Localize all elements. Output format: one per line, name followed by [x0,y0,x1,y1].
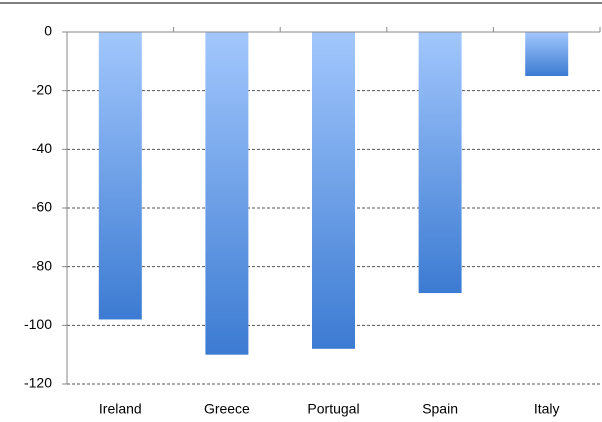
y-tick-label: -80 [32,257,52,273]
y-tick-label: -100 [24,316,52,332]
bar [525,32,569,76]
bar [418,32,462,294]
x-tick-label: Portugal [307,401,359,417]
x-tick-label: Ireland [99,401,142,417]
y-tick-label: -20 [32,81,52,97]
bar [312,32,355,349]
bar [205,32,249,355]
x-tick-label: Italy [534,401,560,417]
y-tick-label: -120 [24,375,52,391]
y-tick-label: -60 [32,199,52,215]
x-tick-label: Greece [204,401,250,417]
x-tick-label: Spain [422,401,458,417]
y-tick-label: 0 [44,23,52,39]
bar [98,32,142,320]
y-tick-label: -40 [32,140,52,156]
